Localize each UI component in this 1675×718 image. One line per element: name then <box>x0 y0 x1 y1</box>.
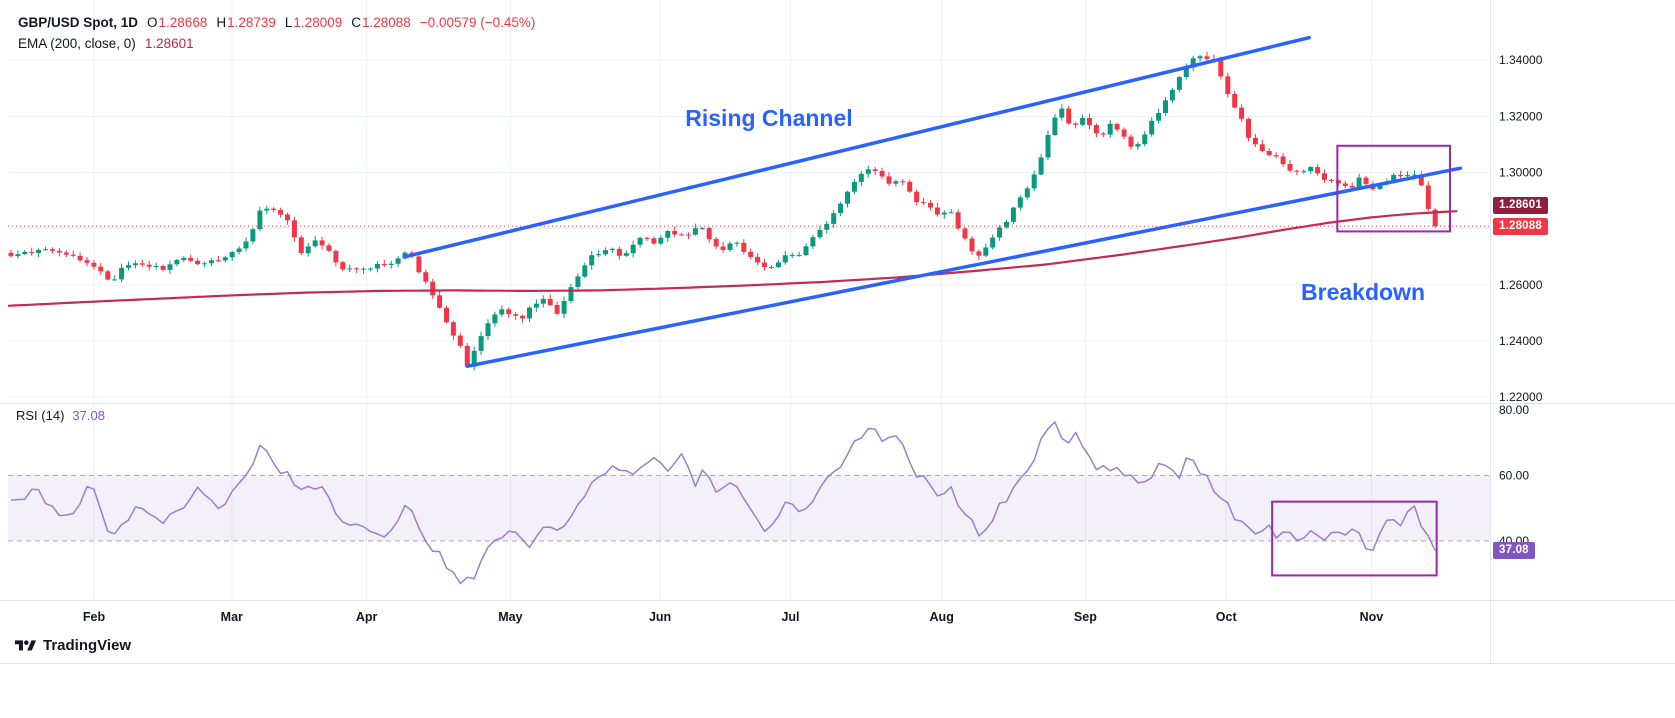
svg-text:Oct: Oct <box>1216 610 1238 624</box>
rsi-line <box>10 421 1436 585</box>
breakdown-annotation[interactable]: Breakdown <box>1301 279 1425 305</box>
svg-text:Mar: Mar <box>221 610 243 624</box>
rising-channel-annotation[interactable]: Rising Channel <box>685 105 852 131</box>
svg-text:Aug: Aug <box>930 610 954 624</box>
rsi-legend: RSI (14) 37.08 <box>16 408 105 423</box>
change-value: −0.00579 (−0.45%) <box>419 15 536 30</box>
rsi-value: 37.08 <box>72 408 105 423</box>
svg-text:1.22000: 1.22000 <box>1499 390 1543 404</box>
svg-text:1.32000: 1.32000 <box>1499 109 1543 123</box>
ohlc-field-label: C <box>351 15 361 30</box>
svg-text:May: May <box>498 610 522 624</box>
breakdown-highlight-box[interactable] <box>1336 144 1451 233</box>
last-price-badge: 1.28088 <box>1493 218 1548 235</box>
svg-text:60.00: 60.00 <box>1499 468 1529 482</box>
rsi-indicator-label[interactable]: RSI (14) <box>16 408 65 423</box>
rsi-band <box>8 475 1490 541</box>
tradingview-logo[interactable]: TradingView <box>15 637 131 654</box>
svg-text:1.30000: 1.30000 <box>1499 165 1543 179</box>
ohlc-field-value: 1.28009 <box>293 15 343 30</box>
channel-lower-line[interactable] <box>465 166 1463 368</box>
ohlc-field-label: O <box>147 15 158 30</box>
ohlc-field-label: H <box>216 15 227 30</box>
svg-text:Sep: Sep <box>1074 610 1097 624</box>
ohlc-field-value: 1.28088 <box>361 15 411 30</box>
price-axis[interactable]: 1.34000 1.32000 1.30000 1.26000 1.24000 1.220… <box>1499 53 1543 548</box>
tradingview-logo-icon <box>15 639 36 651</box>
ohlc-field-value: 1.28739 <box>227 15 276 30</box>
svg-text:Jul: Jul <box>781 610 799 624</box>
time-axis[interactable]: Feb Mar Apr May Jun Jul Aug Sep Oct Nov <box>83 610 1383 624</box>
ohlc-values: O1.28668 H1.28739 L1.28009 C1.28088 <box>138 15 411 30</box>
svg-text:Apr: Apr <box>356 610 378 624</box>
svg-text:80.00: 80.00 <box>1499 403 1529 417</box>
svg-text:1.24000: 1.24000 <box>1499 334 1543 348</box>
svg-text:Nov: Nov <box>1360 610 1384 624</box>
ema-indicator-label[interactable]: EMA (200, close, 0) <box>18 36 136 51</box>
channel-upper-line[interactable] <box>403 35 1311 259</box>
candlesticks <box>8 51 1438 371</box>
svg-text:1.34000: 1.34000 <box>1499 53 1543 67</box>
panel-separators <box>0 0 1675 664</box>
svg-text:Jun: Jun <box>649 610 671 624</box>
ema-price-badge: 1.28601 <box>1493 197 1548 214</box>
ema-legend-row: EMA (200, close, 0) 1.28601 <box>18 33 535 54</box>
svg-text:Feb: Feb <box>83 610 106 624</box>
rsi-value-badge: 37.08 <box>1493 542 1535 559</box>
ohlc-field-value: 1.28668 <box>158 15 208 30</box>
ohlc-field-label: L <box>284 15 293 30</box>
tradingview-wordmark: TradingView <box>43 637 132 654</box>
symbol-title[interactable]: GBP/USD Spot, 1D <box>18 15 139 30</box>
symbol-ohlc-row: GBP/USD Spot, 1D O1.28668 H1.28739 L1.28009… <box>18 12 535 33</box>
price-chart-canvas[interactable]: Rising ChannelBreakdown1.340001.320001.3… <box>0 0 1675 700</box>
chart-legend: GBP/USD Spot, 1D O1.28668 H1.28739 L1.28009… <box>18 12 535 54</box>
rsi-highlight-box[interactable] <box>1271 500 1438 577</box>
ema-value: 1.28601 <box>144 36 194 51</box>
ema-line <box>7 210 1458 307</box>
svg-text:1.26000: 1.26000 <box>1499 278 1543 292</box>
